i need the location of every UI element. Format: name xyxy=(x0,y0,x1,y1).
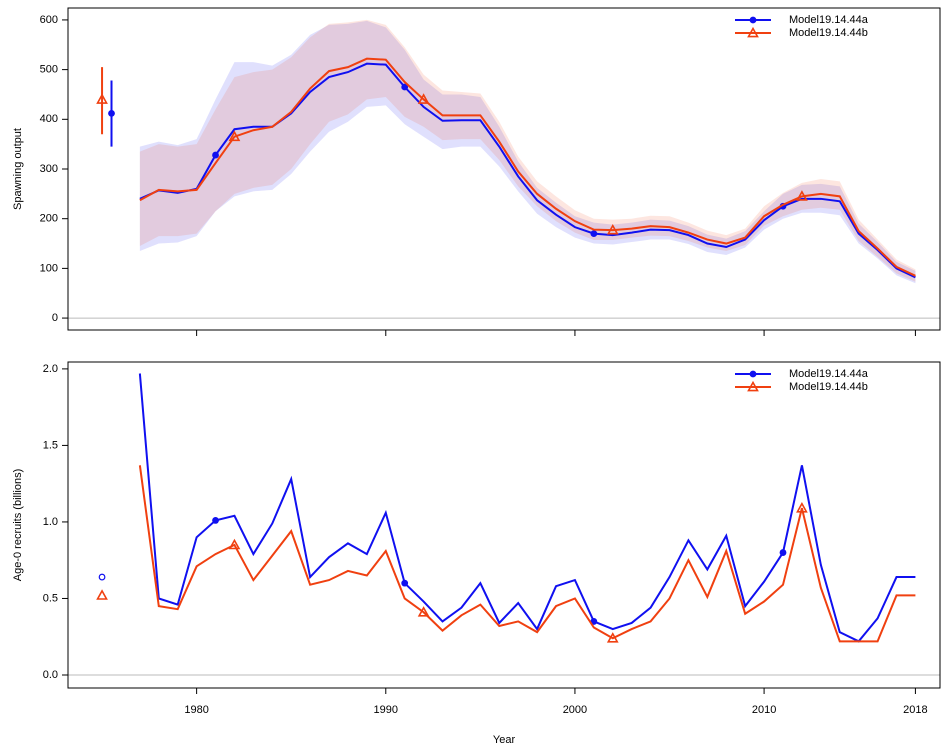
confidence-band xyxy=(139,19,916,282)
y-tick-label: 600 xyxy=(40,14,58,26)
y-tick-label: 400 xyxy=(40,113,58,125)
y-tick-label: 0.0 xyxy=(43,669,58,681)
virgin-point xyxy=(96,589,108,600)
series-marker xyxy=(796,502,808,513)
series-marker xyxy=(796,190,808,201)
legend-marker xyxy=(747,380,759,392)
virgin-point xyxy=(96,93,108,104)
series-marker xyxy=(212,517,219,524)
series-marker xyxy=(606,223,619,235)
series-line xyxy=(138,373,916,643)
legend-marker xyxy=(747,26,759,38)
plot-frame xyxy=(67,361,941,689)
series-marker xyxy=(417,606,430,617)
x-tick-label: 1980 xyxy=(184,704,208,716)
virgin-point xyxy=(98,573,106,581)
y-axis-label: Age-0 recruits (billions) xyxy=(12,469,24,581)
legend-label: Model19.14.44b xyxy=(789,381,868,393)
y-tick-label: 0 xyxy=(52,312,58,324)
series-marker xyxy=(228,538,241,550)
x-tick-label: 2000 xyxy=(563,704,587,716)
legend-label: Model19.14.44a xyxy=(789,368,869,380)
x-tick-label: 1990 xyxy=(374,704,398,716)
x-tick-label: 2010 xyxy=(752,704,776,716)
series-marker xyxy=(779,549,787,556)
y-tick-label: 2.0 xyxy=(43,363,58,375)
series-line xyxy=(139,57,916,277)
y-tick-label: 1.5 xyxy=(43,439,58,451)
legend-label: Model19.14.44a xyxy=(789,14,869,26)
series-marker xyxy=(401,579,409,587)
y-tick-label: 500 xyxy=(40,64,58,76)
x-tick-label: 2018 xyxy=(903,704,927,716)
series-marker xyxy=(417,93,430,104)
series-marker xyxy=(228,130,241,142)
series-marker xyxy=(606,632,619,643)
y-axis-label: Spawning output xyxy=(12,128,24,210)
x-axis-label: Year xyxy=(493,734,516,746)
y-tick-label: 100 xyxy=(40,262,58,274)
series-marker xyxy=(401,83,409,91)
legend-marker xyxy=(749,16,757,24)
series-marker xyxy=(590,230,598,237)
series-marker xyxy=(212,151,219,159)
y-tick-label: 300 xyxy=(40,163,58,175)
y-tick-label: 1.0 xyxy=(43,516,58,528)
y-tick-label: 0.5 xyxy=(43,592,58,604)
legend-marker xyxy=(749,370,757,378)
legend-label: Model19.14.44b xyxy=(789,27,868,39)
series-line xyxy=(138,465,916,643)
y-tick-label: 200 xyxy=(40,213,58,225)
confidence-band xyxy=(139,20,916,284)
virgin-point xyxy=(108,109,115,117)
